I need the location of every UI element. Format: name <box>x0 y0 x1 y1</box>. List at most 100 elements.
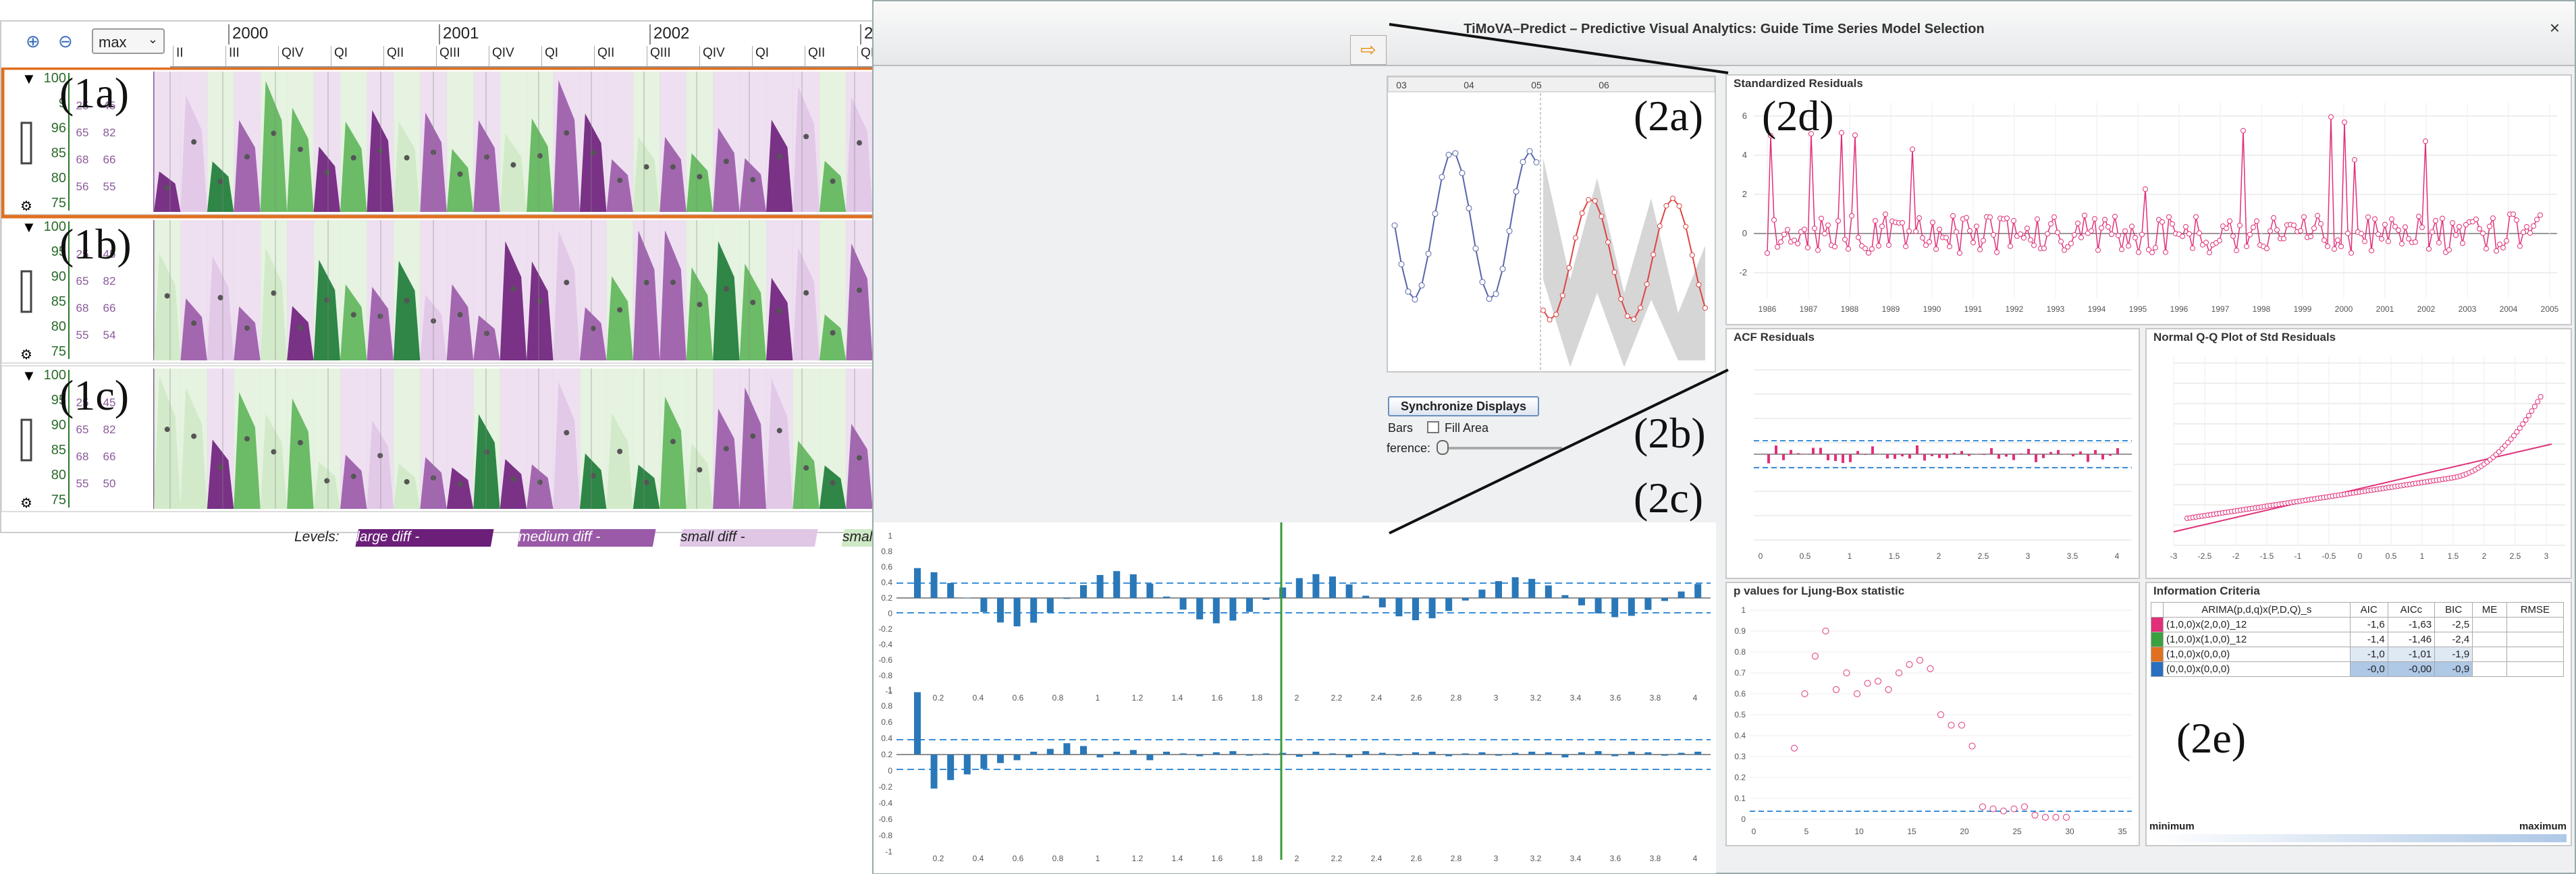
residual-point <box>2045 231 2050 237</box>
zoom-out-icon[interactable]: ⊖ <box>58 31 73 51</box>
residual-point <box>2105 224 2111 230</box>
sync-button[interactable]: Synchronize Displays <box>1388 396 1539 416</box>
level-area <box>180 298 207 360</box>
difference-slider[interactable] <box>1441 447 1562 449</box>
acf-bar <box>1445 755 1453 757</box>
acf-bar <box>1678 753 1685 755</box>
level-area <box>527 118 554 212</box>
acf-bar <box>914 568 921 598</box>
table-cell: -2,5 <box>2434 617 2473 632</box>
residual-point <box>1778 239 1783 245</box>
zoom-select[interactable]: max ⌄ <box>92 28 165 54</box>
residual-point <box>2072 232 2077 238</box>
acf-bar <box>1129 750 1137 755</box>
level-area <box>287 306 314 360</box>
residual-point <box>2119 246 2124 252</box>
table-row[interactable]: (1,0,0)x(1,0,0)_12 -1,4 -1,46 -2,4 <box>2151 632 2565 647</box>
lj-x-tick: 15 <box>1907 827 1916 836</box>
acf-bar <box>1594 750 1602 755</box>
fill-area-checkbox[interactable] <box>1427 421 1439 433</box>
acf-bar <box>1578 598 1585 605</box>
residual-point <box>2068 240 2074 246</box>
lj-x-tick: 0 <box>1752 827 1756 836</box>
difference-label: ference: <box>1387 441 1431 455</box>
level-area <box>766 378 793 509</box>
lj-y-tick: 0.4 <box>1734 731 1746 740</box>
pvalue-point <box>1916 657 1923 664</box>
acf-res-bar <box>1946 454 1948 459</box>
qq-x-tick: -1.5 <box>2260 551 2274 561</box>
acf-bar <box>1694 751 1702 755</box>
pvalue-point <box>1958 721 1965 729</box>
residual-point <box>2217 238 2222 244</box>
acf-bar <box>1461 753 1469 755</box>
residual-point <box>2035 216 2040 222</box>
pvalue-point <box>1937 711 1944 718</box>
residual-point <box>2318 221 2324 227</box>
acf-x-tick: 1.2 <box>1132 693 1144 703</box>
data-point <box>857 455 863 461</box>
y-tick-label: 85 <box>51 294 66 309</box>
data-point <box>350 155 356 161</box>
lj-x-tick: 25 <box>2012 827 2022 836</box>
slider-handle[interactable] <box>1437 440 1449 455</box>
level-area <box>446 148 474 212</box>
residual-point <box>2051 214 2057 220</box>
acf-bar <box>1196 755 1204 757</box>
residual-point <box>2436 240 2442 246</box>
arrow-right-icon[interactable]: ⇨ <box>1350 35 1387 65</box>
acf-x-tick: 1.8 <box>1252 693 1263 703</box>
close-icon[interactable]: × <box>2549 18 2560 38</box>
observed-point <box>1439 173 1445 180</box>
level-area <box>367 420 394 509</box>
residual-point <box>1839 130 1844 136</box>
data-point <box>271 290 277 296</box>
pvalue-point <box>2042 813 2049 821</box>
data-point <box>510 476 516 482</box>
acf-res-bar <box>2049 452 2052 454</box>
acf-x-tick: 1.4 <box>1172 854 1183 863</box>
overlay-value: 66 <box>103 302 116 315</box>
qq-point <box>2505 439 2511 445</box>
std-y-tick: 2 <box>1742 189 1747 199</box>
residual-point <box>1957 250 1962 256</box>
qq-point <box>2502 443 2508 449</box>
acf-res-bar <box>1953 453 1956 454</box>
observed-point <box>1526 148 1533 155</box>
data-point <box>350 473 356 479</box>
qq-x-tick: -0.5 <box>2322 551 2336 561</box>
residual-point <box>2041 245 2047 251</box>
level-area <box>686 153 714 212</box>
data-point <box>670 439 676 445</box>
table-row[interactable]: (1,0,0)x(2,0,0)_12 -1,6 -1,63 -2,5 <box>2151 617 2565 632</box>
acf-y-tick: 0.6 <box>881 562 892 572</box>
residual-point <box>2237 222 2243 228</box>
acf-res-bar <box>1938 454 1941 458</box>
residual-point <box>1974 223 1979 229</box>
acf-bar <box>963 755 971 775</box>
residual-point <box>1900 220 1905 226</box>
y-tick-label: 96 <box>51 121 66 136</box>
table-row[interactable]: (0,0,0)x(0,0,0) -0,0 -0,00 -0,9 <box>2151 661 2565 677</box>
pvalue-point <box>1968 742 1976 750</box>
zoom-in-icon[interactable]: ⊕ <box>26 31 41 51</box>
acf-x-tick: 2.8 <box>1451 693 1462 703</box>
residual-point <box>2450 220 2455 226</box>
data-point <box>643 164 649 170</box>
residual-point <box>2426 246 2432 252</box>
acf-res-x-tick: 3 <box>2026 551 2031 561</box>
level-area <box>846 423 873 509</box>
forecast-point <box>1540 307 1546 313</box>
y-tick-label: 95 <box>51 393 66 408</box>
data-point <box>244 154 250 160</box>
residual-point <box>2325 243 2330 249</box>
data-point <box>404 298 410 304</box>
residual-point <box>2392 223 2398 229</box>
acf-y-tick: 0.8 <box>881 701 892 711</box>
forecast-point <box>1611 269 1617 275</box>
level-area <box>606 276 633 360</box>
data-point <box>404 479 410 485</box>
forecast-point <box>1683 223 1689 229</box>
acf-bar <box>1511 577 1519 598</box>
residual-point <box>2078 234 2084 240</box>
